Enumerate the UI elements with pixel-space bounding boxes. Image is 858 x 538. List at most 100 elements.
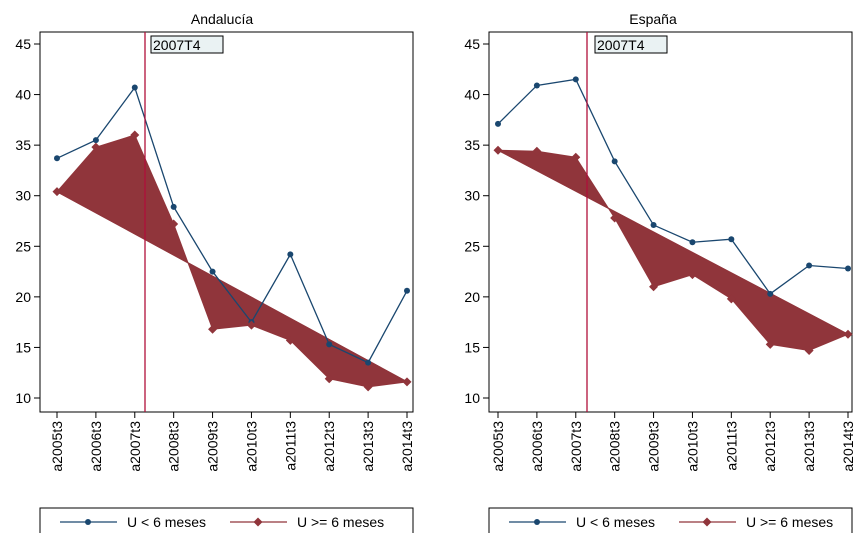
y-tick-label: 20	[464, 289, 480, 305]
x-tick-label: a2006t3	[88, 421, 104, 472]
chart-panel-2: España 10 15 20 25 30 35 40 45 a2005t3 a2006t3 a200…	[464, 11, 856, 538]
y-tick-label: 40	[15, 87, 31, 103]
point-short-term	[845, 265, 851, 272]
y-tick-label: 45	[464, 36, 480, 52]
point-short-term	[650, 222, 657, 229]
point-short-term	[287, 251, 294, 258]
legend: U < 6 meses U >= 6 meses	[488, 507, 853, 538]
legend-swatch-marker	[534, 519, 540, 525]
x-tick-label: a2010t3	[243, 421, 259, 472]
y-tick-label: 35	[15, 137, 31, 153]
point-long-term	[285, 335, 295, 345]
trend-line	[56, 191, 408, 383]
point-short-term	[170, 203, 177, 210]
point-long-term	[130, 130, 140, 140]
legend-label: U >= 6 meses	[297, 514, 384, 530]
annotation-box	[150, 35, 224, 54]
y-tick-label: 25	[464, 238, 480, 254]
y-tick-label: 45	[15, 36, 31, 52]
point-long-term	[765, 339, 775, 349]
point-short-term	[326, 341, 333, 348]
point-short-term	[611, 158, 618, 165]
x-tick-label: a2008t3	[607, 421, 623, 472]
x-tick-label: a2007t3	[127, 421, 143, 472]
x-tick-label: a2010t3	[684, 421, 700, 472]
y-tick-label: 30	[464, 188, 480, 204]
point-long-term	[649, 282, 659, 292]
plot-area	[39, 31, 414, 413]
x-tick-label: a2013t3	[360, 421, 376, 472]
x-tick-label: a2012t3	[321, 421, 337, 472]
point-long-term	[363, 382, 373, 392]
point-short-term	[404, 287, 410, 294]
point-long-term	[52, 187, 62, 197]
point-long-term	[91, 142, 101, 152]
point-long-term	[169, 219, 179, 229]
x-tick-label: a2008t3	[166, 421, 182, 472]
point-long-term	[493, 145, 503, 155]
x-tick-label: a2011t3	[723, 421, 739, 471]
legend: U < 6 meses U >= 6 meses	[39, 507, 414, 538]
series-line-short-term	[56, 86, 408, 364]
x-tick-label: a2005t3	[490, 421, 506, 472]
chart-title: Andalucía	[191, 11, 253, 27]
y-tick-label: 10	[464, 390, 480, 406]
y-tick-label: 30	[15, 188, 31, 204]
x-tick-label: a2005t3	[49, 421, 65, 472]
x-tick-label: a2013t3	[801, 421, 817, 472]
point-long-term	[804, 345, 814, 355]
point-long-term	[610, 213, 620, 223]
legend-swatch-marker	[85, 519, 91, 525]
y-tick-label: 20	[15, 289, 31, 305]
point-short-term	[728, 236, 735, 243]
y-tick-label: 25	[15, 238, 31, 254]
x-tick-label: a2009t3	[205, 421, 221, 472]
plot-area	[488, 31, 853, 413]
point-long-term	[532, 146, 542, 156]
y-tick-label: 15	[464, 339, 480, 355]
point-long-term	[246, 320, 256, 330]
legend-swatch-marker	[253, 517, 263, 527]
x-tick-label: a2009t3	[646, 421, 662, 472]
point-short-term	[54, 155, 60, 162]
chart-panel-1: Andalucía 10 15 20 25 30 35 40 45 a2005t3 a2006t3 a…	[15, 11, 415, 538]
point-long-term	[324, 374, 334, 384]
series-line-short-term	[497, 78, 849, 295]
point-short-term	[92, 137, 99, 144]
point-short-term	[806, 262, 813, 269]
y-tick-label: 40	[464, 87, 480, 103]
y-tick-label: 15	[15, 339, 31, 355]
annotation-box	[594, 35, 668, 54]
point-short-term	[767, 290, 774, 297]
y-tick-label: 10	[15, 390, 31, 406]
point-long-term	[402, 377, 412, 387]
legend-label: U < 6 meses	[127, 514, 206, 530]
y-tick-label: 35	[464, 137, 480, 153]
point-long-term	[687, 270, 697, 280]
trend-line	[497, 149, 849, 335]
point-long-term	[726, 294, 736, 304]
point-short-term	[689, 239, 696, 246]
x-tick-label: a2011t3	[282, 421, 298, 471]
point-short-term	[572, 76, 579, 83]
point-short-term	[495, 120, 501, 127]
x-tick-label: a2014t3	[399, 421, 415, 472]
x-tick-label: a2012t3	[762, 421, 778, 472]
legend-label: U < 6 meses	[576, 514, 655, 530]
x-tick-label: a2007t3	[568, 421, 584, 472]
point-long-term	[571, 152, 581, 162]
point-long-term	[843, 329, 853, 339]
point-short-term	[533, 82, 540, 89]
chart-title: España	[629, 11, 677, 27]
point-short-term	[209, 268, 216, 275]
x-tick-label: a2006t3	[529, 421, 545, 472]
point-short-term	[131, 84, 138, 91]
point-long-term	[208, 324, 218, 334]
point-short-term	[365, 359, 372, 366]
legend-label: U >= 6 meses	[746, 514, 833, 530]
legend-swatch-marker	[702, 517, 712, 527]
x-tick-label: a2014t3	[840, 421, 856, 472]
annotation-label: 2007T4	[597, 37, 645, 53]
